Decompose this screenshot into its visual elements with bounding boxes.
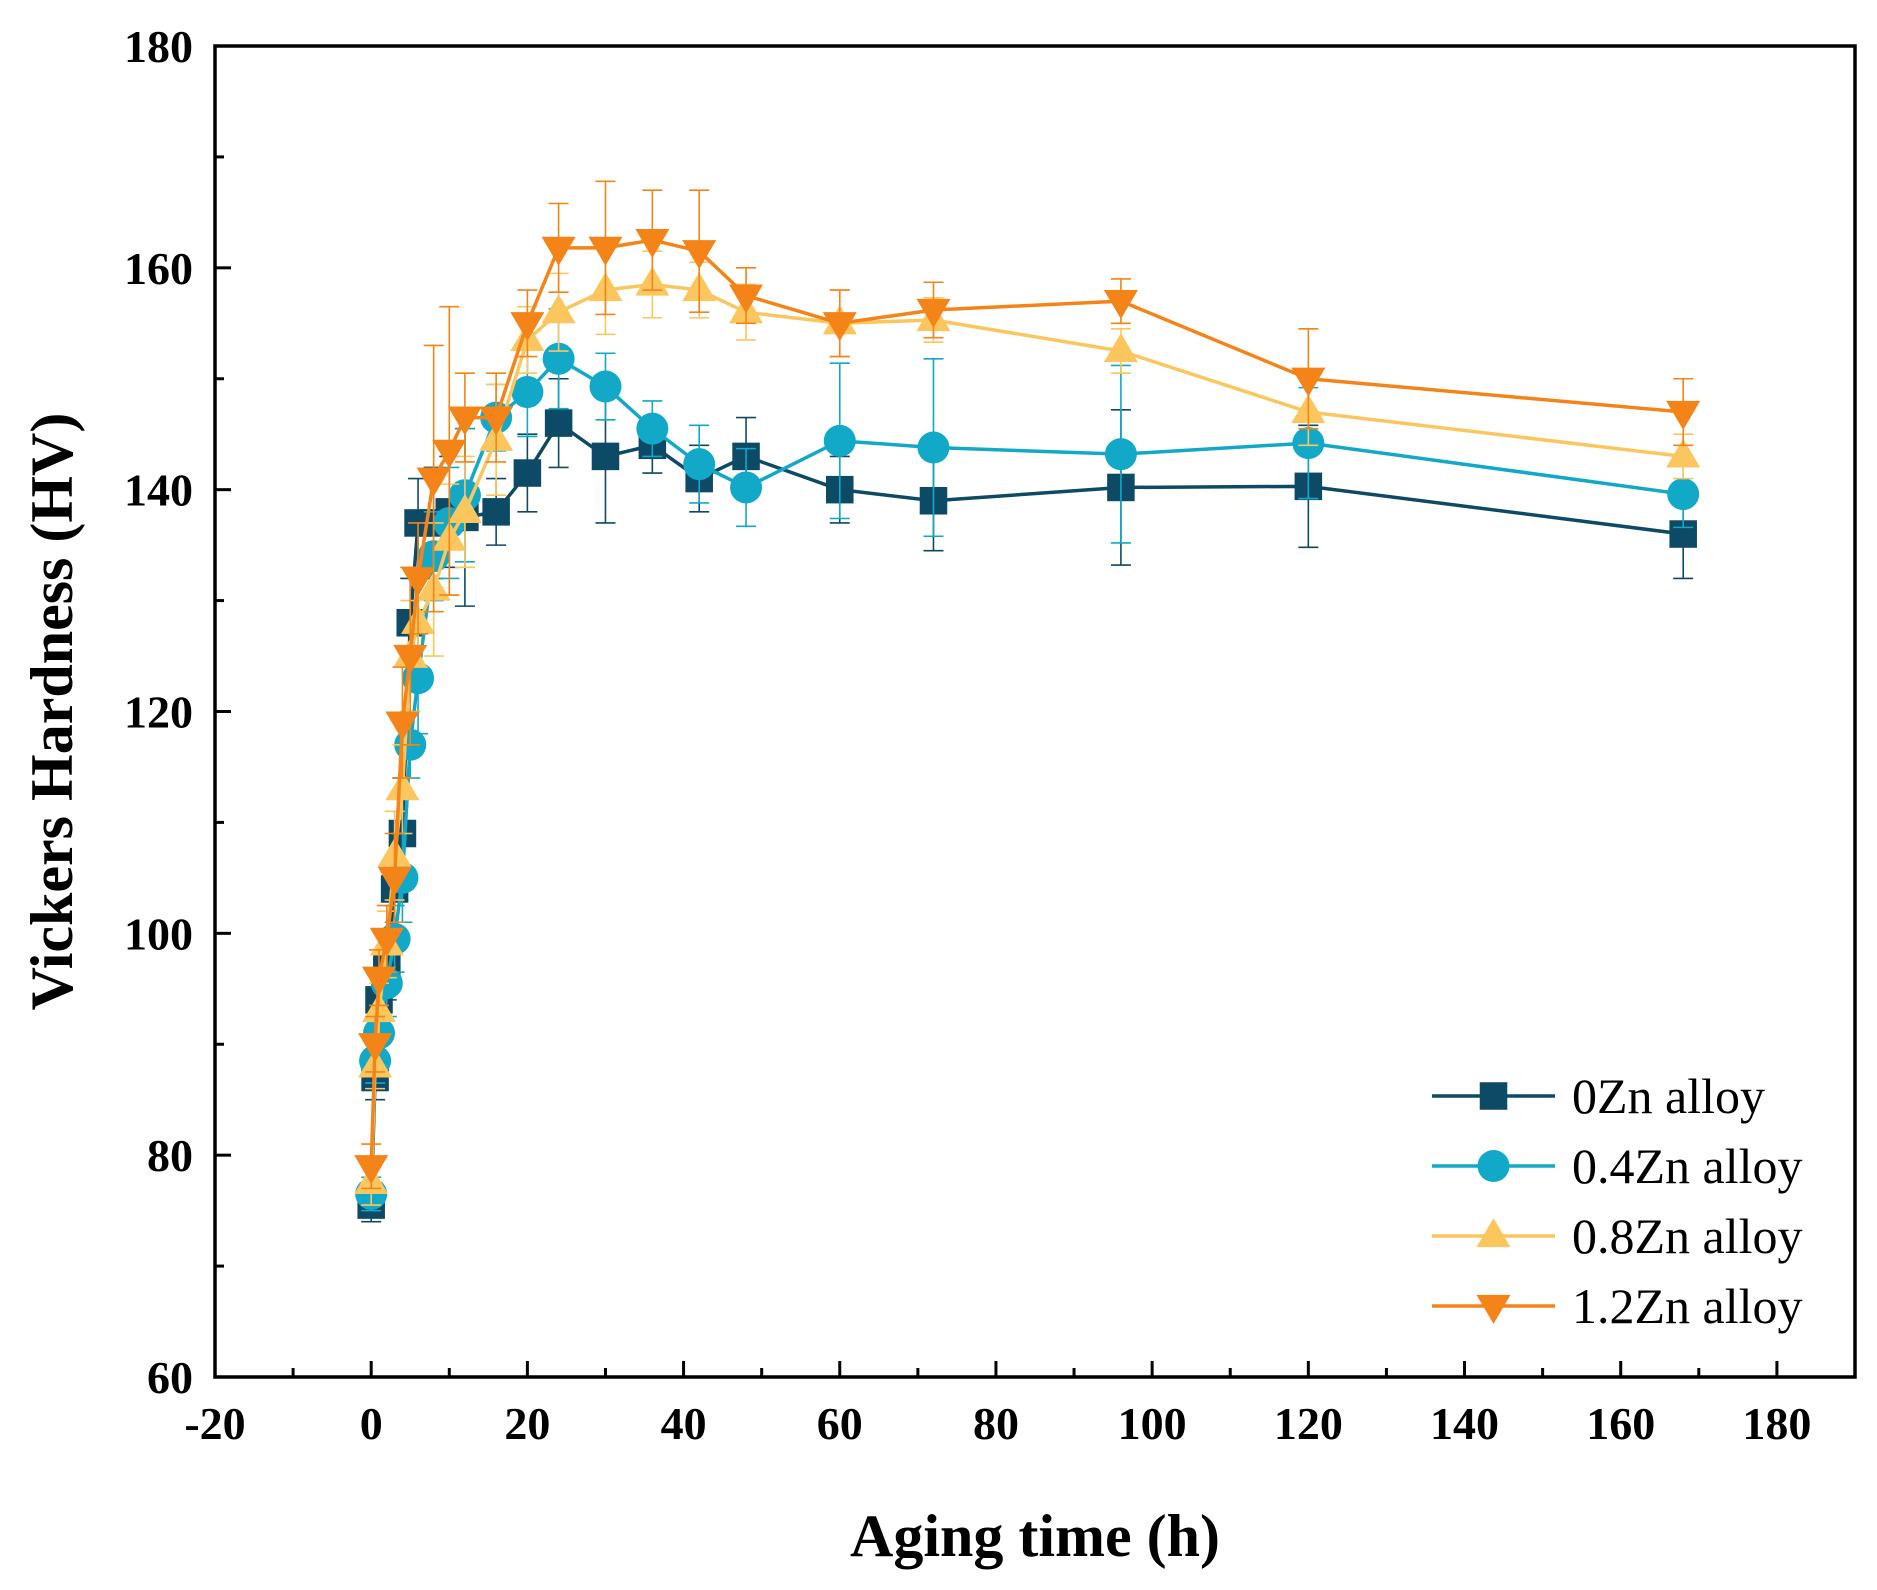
data-point bbox=[729, 284, 764, 314]
data-point bbox=[730, 471, 763, 504]
data-point bbox=[385, 711, 420, 741]
y-tick-label: 140 bbox=[124, 465, 193, 516]
data-point bbox=[513, 459, 542, 487]
data-point bbox=[361, 966, 397, 996]
x-tick-label: 0 bbox=[360, 1398, 383, 1449]
x-tick-label: 120 bbox=[1274, 1398, 1343, 1449]
data-point bbox=[1104, 438, 1137, 471]
data-point bbox=[447, 406, 482, 436]
data-point bbox=[482, 498, 510, 526]
data-point bbox=[822, 312, 857, 342]
data-point bbox=[683, 448, 716, 481]
data-point bbox=[1666, 438, 1701, 468]
data-point bbox=[358, 1033, 393, 1063]
x-tick-label: 160 bbox=[1586, 1398, 1655, 1449]
data-point bbox=[393, 644, 428, 674]
legend-label: 0Zn alloy bbox=[1572, 1068, 1765, 1124]
data-point bbox=[447, 493, 482, 523]
legend-marker bbox=[1479, 1082, 1508, 1110]
axes-layer: -20 0 20 40 60 80 100 120 140 160 180 60 80 100 120 140… bbox=[124, 21, 1857, 1449]
legend-item-0-8zn-alloy: 0.8Zn alloy bbox=[1432, 1208, 1803, 1264]
data-point bbox=[636, 412, 669, 445]
x-tick-label: 40 bbox=[661, 1398, 707, 1449]
y-tick-label: 180 bbox=[124, 21, 193, 72]
data-point bbox=[377, 866, 412, 896]
legend: 0Zn alloy 0.4Zn alloy 0.8Zn alloy 1.2Zn all… bbox=[1432, 1068, 1803, 1334]
data-point bbox=[1103, 333, 1138, 363]
legend-marker bbox=[1476, 1218, 1511, 1248]
data-point bbox=[369, 927, 404, 957]
y-axis-title: Vickers Hardness (HV) bbox=[19, 413, 85, 1011]
data-point bbox=[541, 236, 576, 266]
data-point bbox=[544, 409, 573, 437]
data-point bbox=[401, 567, 436, 597]
data-point bbox=[432, 439, 467, 469]
x-tick-label: 140 bbox=[1430, 1398, 1499, 1449]
x-tick-label: 60 bbox=[817, 1398, 863, 1449]
data-point bbox=[588, 236, 623, 266]
data-point bbox=[589, 370, 622, 403]
data-point bbox=[591, 442, 620, 471]
data-point bbox=[510, 312, 545, 342]
x-tick-label: 80 bbox=[973, 1398, 1019, 1449]
data-point bbox=[635, 228, 670, 259]
data-point bbox=[385, 771, 420, 801]
y-tick-label: 160 bbox=[124, 243, 193, 294]
y-tick-label: 100 bbox=[124, 908, 193, 959]
data-point bbox=[917, 431, 950, 464]
x-tick-label: -20 bbox=[184, 1398, 245, 1449]
data-point bbox=[1291, 367, 1326, 397]
x-tick-label: 20 bbox=[504, 1398, 550, 1449]
data-point bbox=[416, 467, 451, 497]
x-tick-label: 100 bbox=[1118, 1398, 1187, 1449]
data-point bbox=[682, 240, 717, 270]
y-tick-label: 80 bbox=[147, 1130, 193, 1181]
data-point bbox=[1103, 289, 1138, 320]
data-point bbox=[541, 294, 576, 324]
data-point bbox=[511, 376, 544, 409]
y-tick-label: 120 bbox=[124, 687, 193, 738]
y-tick-label: 60 bbox=[147, 1352, 193, 1403]
legend-label: 1.2Zn alloy bbox=[1572, 1278, 1803, 1334]
data-point bbox=[1666, 400, 1701, 430]
x-axis-title: Aging time (h) bbox=[850, 1503, 1220, 1569]
data-point bbox=[479, 406, 514, 436]
data-layer bbox=[354, 180, 1701, 1223]
legend-item-0-4zn-alloy: 0.4Zn alloy bbox=[1432, 1138, 1803, 1194]
series-1-2zn-alloy bbox=[354, 180, 1701, 1190]
x-tick-label: 180 bbox=[1742, 1398, 1811, 1449]
legend-item-0zn-alloy: 0Zn alloy bbox=[1432, 1068, 1765, 1124]
data-point bbox=[916, 298, 951, 328]
legend-item-1-2zn-alloy: 1.2Zn alloy bbox=[1432, 1278, 1803, 1334]
legend-marker bbox=[1476, 1294, 1511, 1324]
legend-marker bbox=[1477, 1150, 1510, 1182]
legend-label: 0.8Zn alloy bbox=[1572, 1208, 1803, 1264]
data-point bbox=[354, 1155, 389, 1185]
data-point bbox=[1667, 478, 1700, 511]
legend-label: 0.4Zn alloy bbox=[1572, 1138, 1803, 1194]
data-point bbox=[823, 424, 856, 457]
